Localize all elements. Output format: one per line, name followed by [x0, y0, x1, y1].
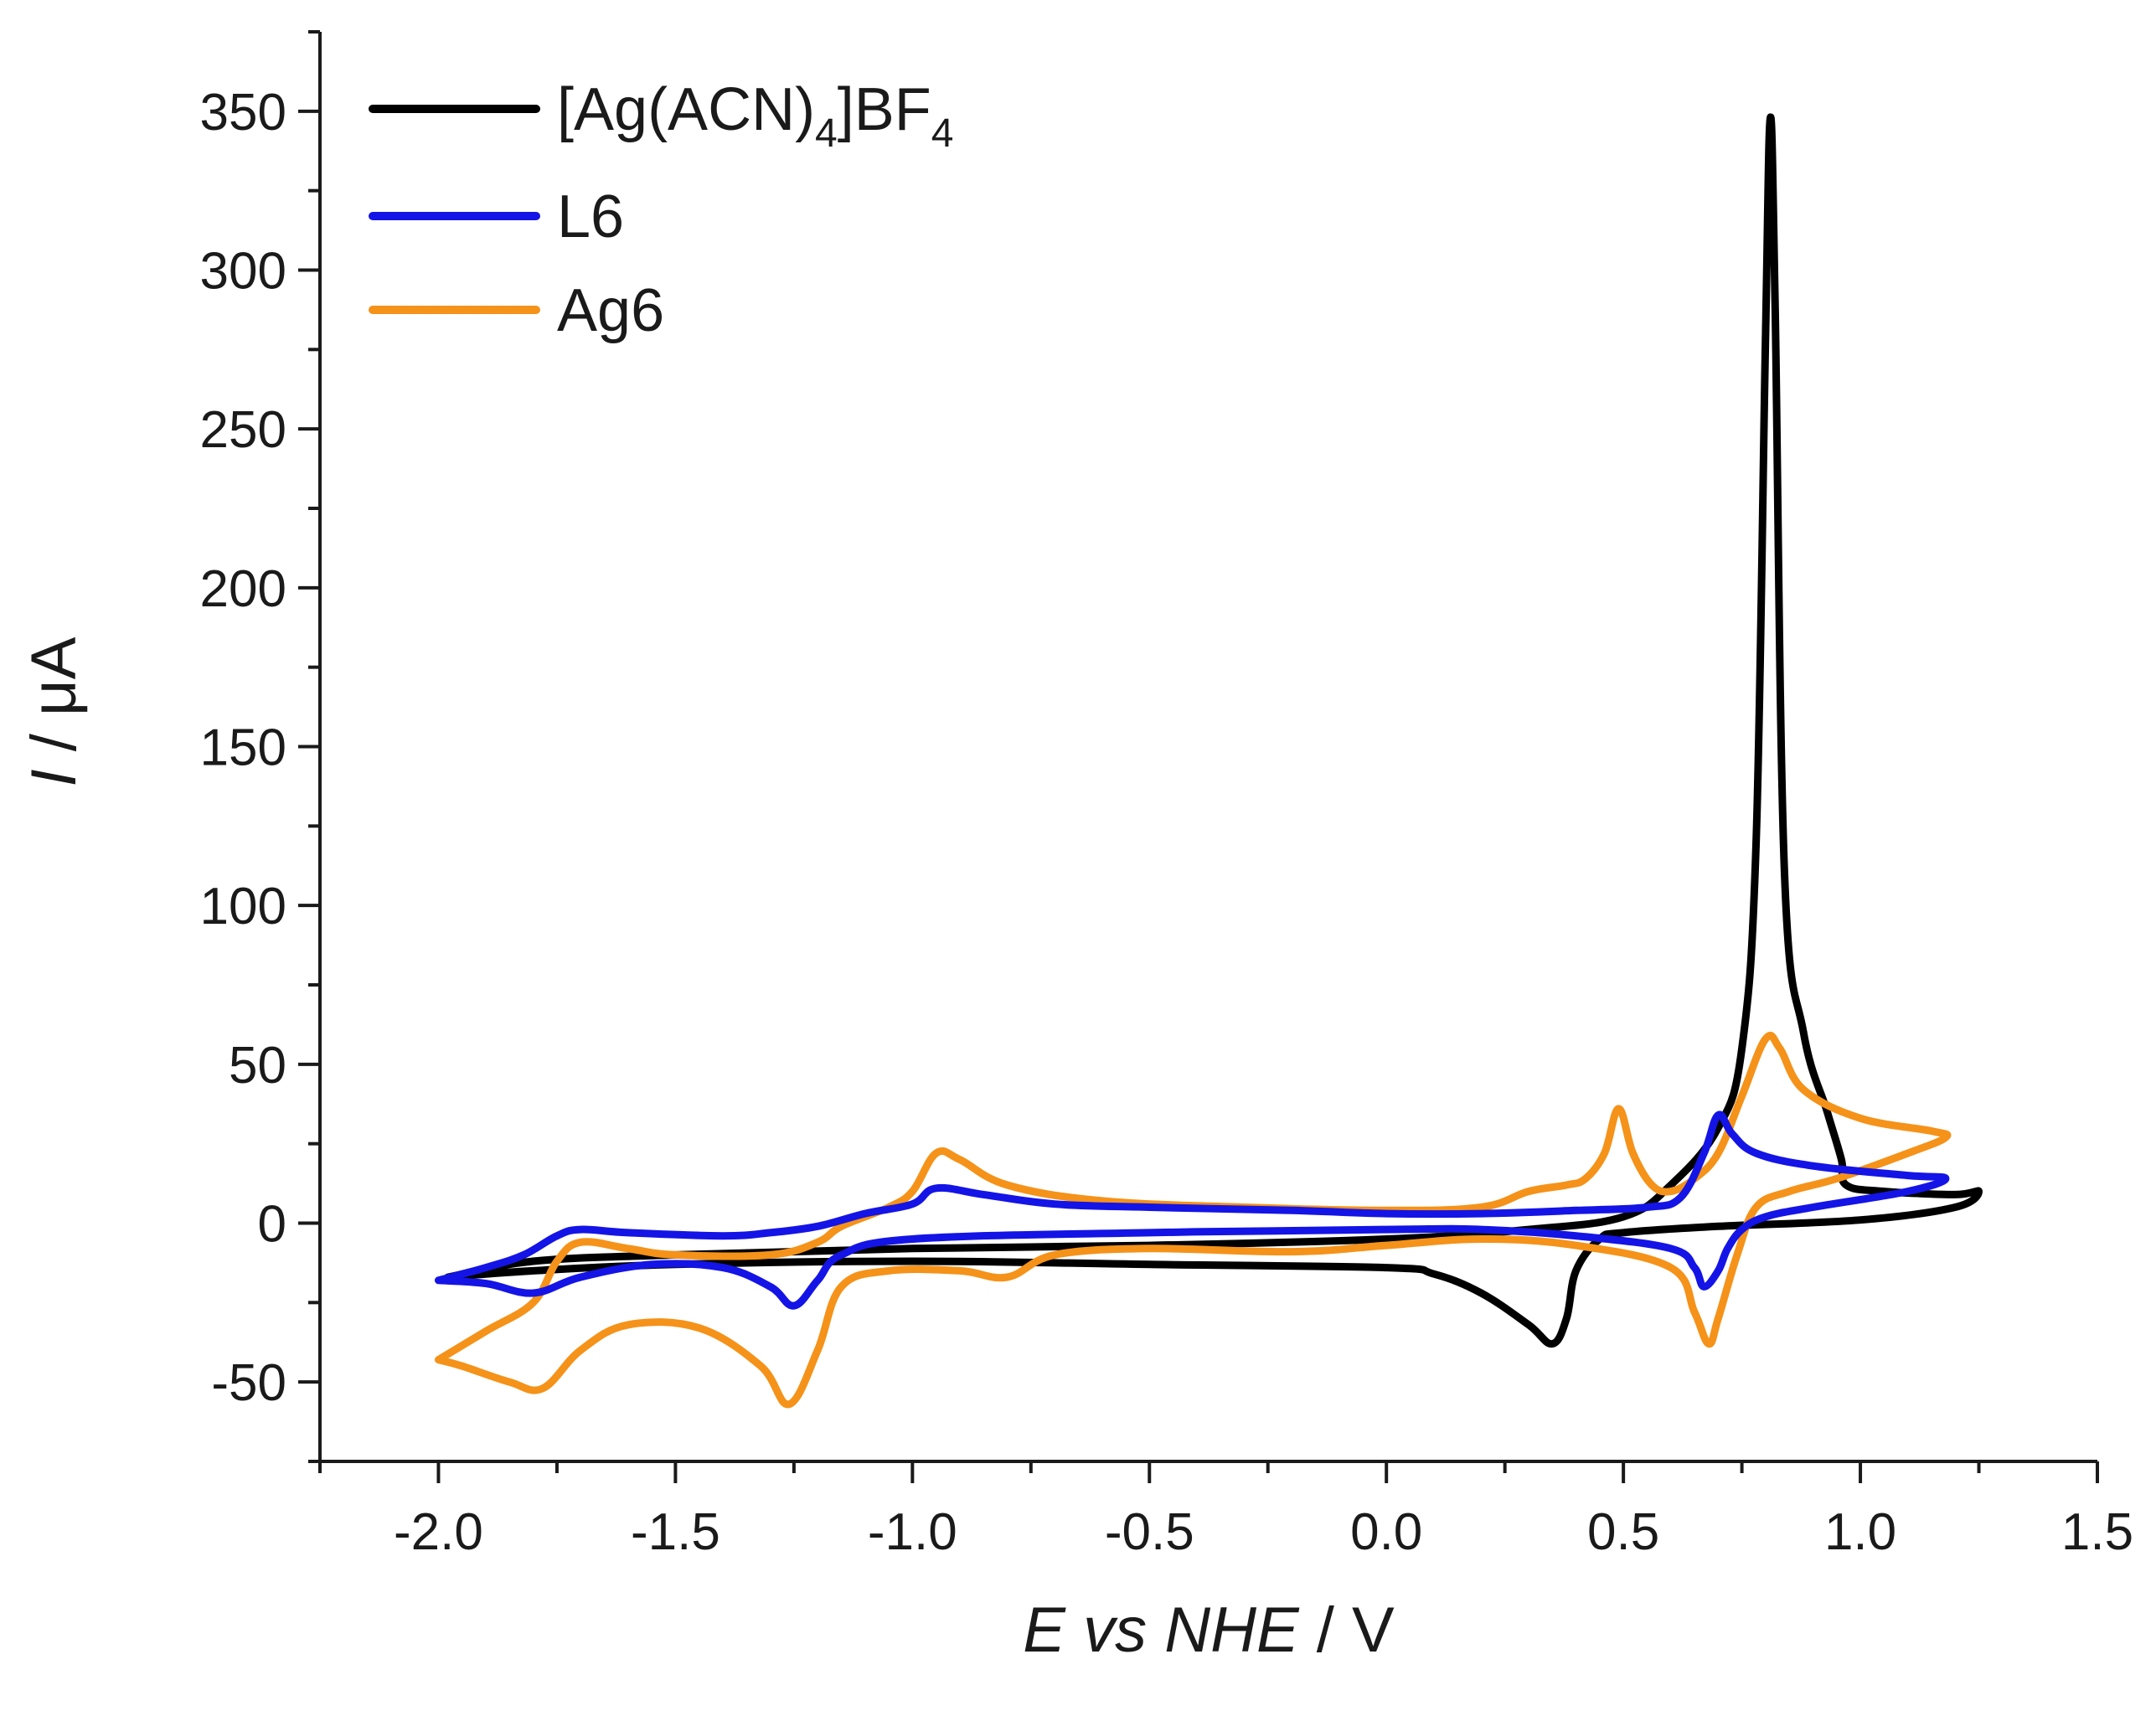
legend-label-ag6: Ag6 — [557, 277, 664, 344]
y-tick-label: 100 — [200, 878, 286, 935]
legend-label-ag-acn4-sub1: 4 — [815, 111, 838, 156]
series-line-l6 — [435, 1111, 1950, 1310]
x-tick-label: 1.0 — [1824, 1503, 1896, 1561]
x-tick-label: 0.5 — [1587, 1503, 1659, 1561]
series-line-ag-acn4-bf4 — [444, 113, 1983, 1348]
legend-label-ag-acn4-bf4: [Ag(ACN)4]BF4 — [557, 76, 953, 156]
x-tick-label: -2.0 — [394, 1503, 483, 1561]
y-tick-label: 200 — [200, 560, 286, 618]
y-axis-tick-labels: -50 0 50 100 150 200 250 300 350 — [200, 84, 286, 1412]
y-tick-label: -50 — [211, 1354, 286, 1412]
x-axis-title-italic: E vs NHE — [1023, 1595, 1300, 1666]
legend-label-ag-acn4-sub2: 4 — [931, 111, 954, 156]
x-axis-tick-labels: -2.0 -1.5 -1.0 -0.5 0.0 0.5 1.0 1.5 — [394, 1503, 2133, 1561]
legend-label-ag-acn4-main: [Ag(ACN) — [557, 76, 815, 143]
y-axis-title: I / μA — [18, 636, 90, 786]
y-axis-title-italic: I — [18, 769, 90, 786]
x-axis-title-unit: / V — [1299, 1595, 1395, 1666]
x-tick-label: -1.5 — [631, 1503, 720, 1561]
x-tick-label: 1.5 — [2061, 1503, 2133, 1561]
x-tick-label: -1.0 — [868, 1503, 957, 1561]
legend-label-l6: L6 — [557, 183, 624, 250]
y-tick-label: 350 — [200, 84, 286, 142]
x-tick-label: 0.0 — [1350, 1503, 1422, 1561]
y-tick-label: 0 — [258, 1196, 286, 1254]
y-tick-label: 300 — [200, 243, 286, 301]
x-axis-ticks — [318, 1461, 2099, 1483]
y-tick-label: 250 — [200, 401, 286, 459]
y-axis-ticks — [298, 30, 320, 1463]
series-line-ag6 — [435, 1031, 1952, 1409]
y-tick-label: 50 — [229, 1037, 286, 1095]
y-axis-title-unit: / μA — [18, 636, 90, 769]
series-group — [435, 113, 1983, 1409]
legend: [Ag(ACN)4]BF4 L6 Ag6 — [369, 76, 953, 344]
x-axis-title: E vs NHE / V — [1023, 1595, 1395, 1666]
legend-label-ag-acn4-mid: ]BF — [838, 76, 931, 143]
y-tick-label: 150 — [200, 719, 286, 777]
x-tick-label: -0.5 — [1105, 1503, 1194, 1561]
